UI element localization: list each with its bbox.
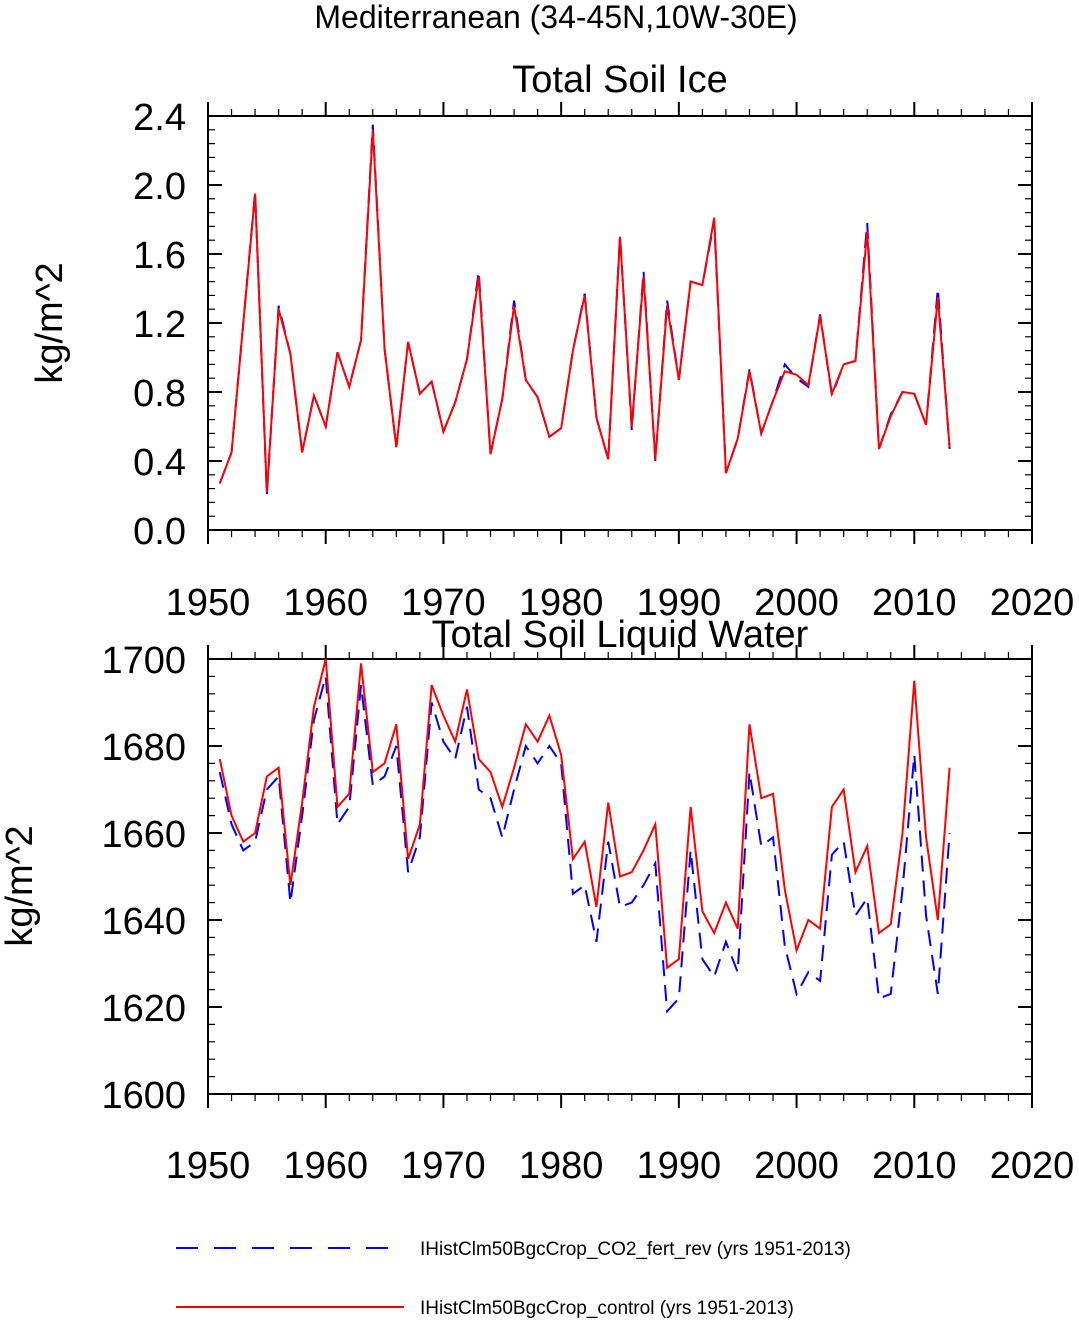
x-tick-label: 2010: [872, 1145, 957, 1187]
y-tick-label: 1620: [101, 988, 186, 1030]
legend-label-co2-fert-rev: IHistClm50BgcCrop_CO2_fert_rev (yrs 1951…: [420, 1239, 851, 1260]
y-axis-label: kg/m^2: [29, 262, 71, 383]
series-line-control: [218, 129, 951, 493]
series-line-co2-fert-rev: [218, 124, 951, 496]
x-tick-label: 1960: [283, 582, 368, 624]
series-line-co2-fert-rev: [218, 676, 951, 1014]
y-tick-label: 2.4: [133, 97, 186, 139]
x-tick-label: 1970: [401, 1145, 486, 1187]
y-tick-label: 0.4: [133, 442, 186, 484]
x-tick-label: 2010: [872, 582, 957, 624]
x-tick-label: 1950: [166, 1145, 251, 1187]
series-line-control: [218, 658, 951, 970]
x-tick-label: 1980: [519, 582, 604, 624]
plot-frame: [207, 115, 1033, 531]
y-tick-label: 1600: [101, 1075, 186, 1117]
x-tick-label: 1990: [637, 1145, 722, 1187]
chart-title: Total Soil Liquid Water: [432, 614, 809, 656]
y-tick-label: 1640: [101, 901, 186, 943]
x-tick-label: 2000: [754, 582, 839, 624]
y-tick-label: 1680: [101, 727, 186, 769]
y-tick-label: 1700: [101, 640, 186, 682]
chart-title: Total Soil Ice: [512, 59, 727, 101]
x-tick-label: 2020: [990, 582, 1075, 624]
y-tick-label: 1.6: [133, 235, 186, 277]
y-tick-label: 1660: [101, 814, 186, 856]
legend: IHistClm50BgcCrop_CO2_fert_rev (yrs 1951…: [176, 1239, 851, 1319]
x-tick-label: 1990: [637, 582, 722, 624]
x-tick-label: 1980: [519, 1145, 604, 1187]
x-tick-label: 1970: [401, 582, 486, 624]
y-tick-label: 0.8: [133, 373, 186, 415]
y-tick-label: 2.0: [133, 166, 186, 208]
legend-label-control: IHistClm50BgcCrop_control (yrs 1951-2013…: [420, 1298, 794, 1319]
y-tick-label: 1.2: [133, 304, 186, 346]
plot-frame: [207, 658, 1033, 1095]
y-tick-label: 0.0: [133, 511, 186, 553]
y-axis-label: kg/m^2: [0, 825, 41, 946]
x-tick-label: 1950: [166, 582, 251, 624]
panel-total-soil-ice: Total Soil Ice kg/m^2 0.0 0.4 0.8 1.2 1.6 2.0 2.…: [29, 59, 1074, 624]
x-tick-label: 2000: [754, 1145, 839, 1187]
panel-total-soil-liquid-water: Total Soil Liquid Water kg/m^2 1600 1620 164…: [0, 614, 1074, 1187]
figure-title: Mediterranean (34-45N,10W-30E): [314, 0, 797, 35]
x-tick-label: 1960: [283, 1145, 368, 1187]
x-tick-label: 2020: [990, 1145, 1075, 1187]
